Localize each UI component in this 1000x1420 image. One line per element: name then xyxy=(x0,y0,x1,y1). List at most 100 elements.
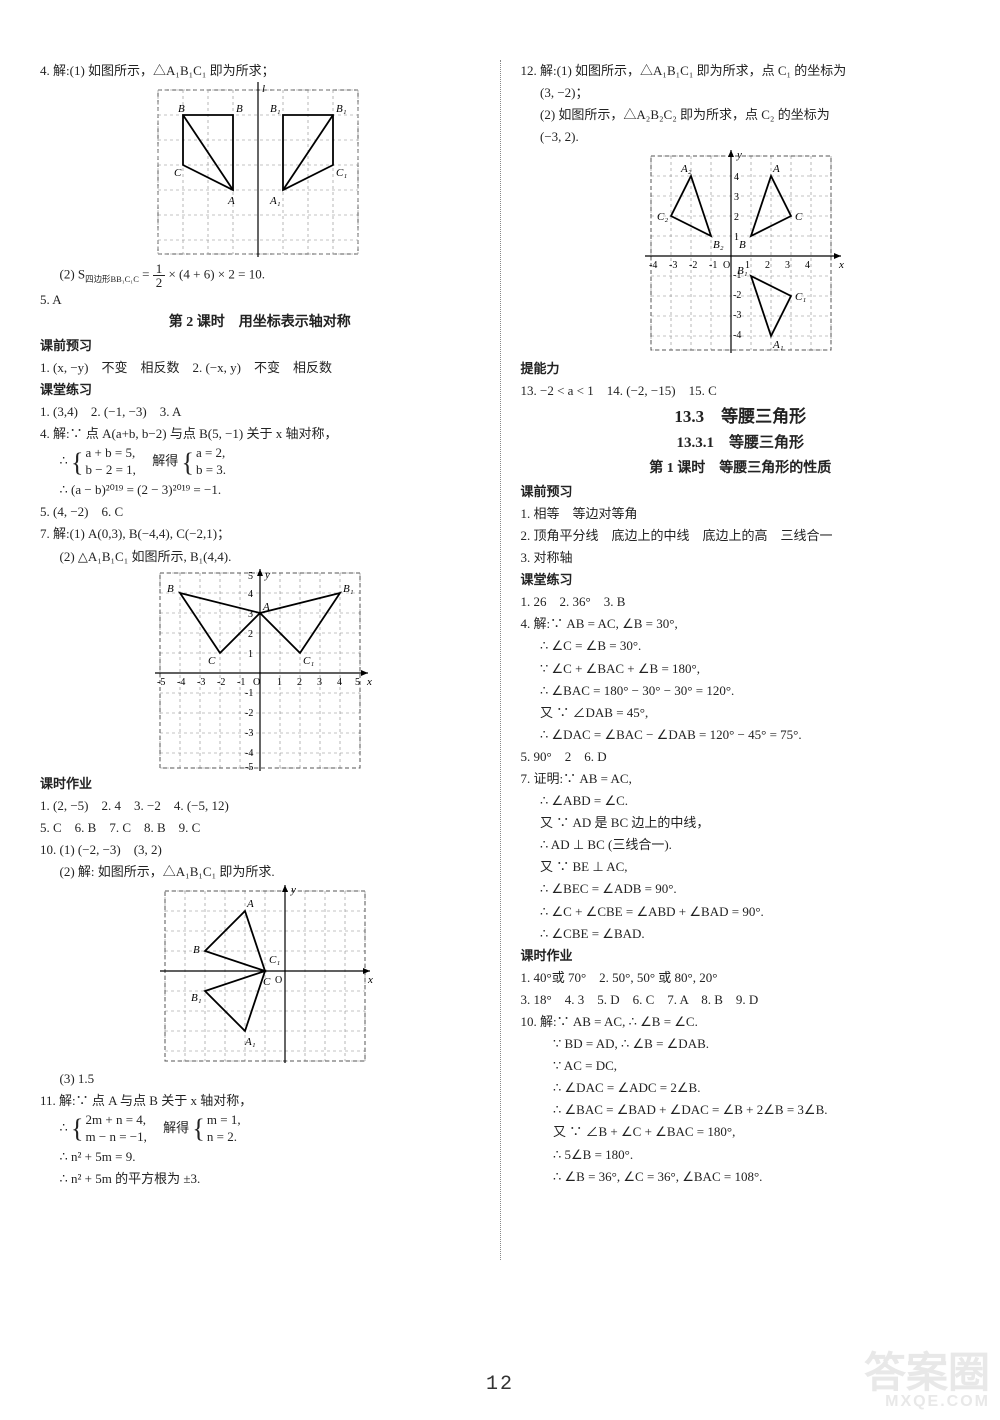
hw-r10a: 10. 解:∵ AB = AC, ∴ ∠B = ∠C. xyxy=(521,1011,961,1033)
svg-text:3: 3 xyxy=(785,260,790,271)
hw-r10e: ∴ ∠BAC = ∠BAD + ∠DAC = ∠B + 2∠B = 3∠B. xyxy=(521,1099,961,1121)
coord-grid-icon: xy -4-3-2-1 O 1234 1234 -1-2-3-4 A₂B₂C₂ … xyxy=(633,148,848,358)
hw-r1: 1. 40°或 70° 2. 50°, 50° 或 80°, 20° xyxy=(521,967,961,989)
q12-1: 12. 解:(1) 如图所示，△A₁B₁C₁ 即为所求，点 C₁ 的坐标为 xyxy=(521,60,961,82)
svg-text:4: 4 xyxy=(734,172,739,183)
skill-answers: 13. −2 < a < 1 14. (−2, −15) 15. C xyxy=(521,380,961,402)
svg-text:B₁: B₁ xyxy=(737,265,748,277)
hw-r10h: ∴ ∠B = 36°, ∠C = 36°, ∠BAC = 108°. xyxy=(521,1166,961,1188)
svg-text:B: B xyxy=(193,944,200,956)
inclass-7b: (2) △A₁B₁C₁ 如图所示, B₁(4,4). xyxy=(40,546,480,568)
inclass-r4a: 4. 解:∵ AB = AC, ∠B = 30°, xyxy=(521,613,961,635)
right-column: 12. 解:(1) 如图所示，△A₁B₁C₁ 即为所求，点 C₁ 的坐标为 (3… xyxy=(521,60,961,1260)
q4-2: (2) S四边形BB₁C₁C = 12 × (4 + 6) × 2 = 10. xyxy=(40,262,480,289)
svg-text:5: 5 xyxy=(248,571,253,582)
inclass-r7b: ∴ ∠ABD = ∠C. xyxy=(521,790,961,812)
inclass-7a: 7. 解:(1) A(0,3), B(−4,4), C(−2,1)； xyxy=(40,523,480,545)
figure-4: xy -4-3-2-1 O 1234 1234 -1-2-3-4 A₂B₂C₂ … xyxy=(521,148,961,358)
svg-text:5: 5 xyxy=(355,677,360,688)
svg-text:y: y xyxy=(264,569,270,581)
coord-grid-icon: xy O ABC A₁B₁C₁ xyxy=(145,883,375,1068)
preclass-r3: 3. 对称轴 xyxy=(521,547,961,569)
svg-text:C: C xyxy=(174,167,182,179)
svg-text:C₁: C₁ xyxy=(269,954,280,966)
section-13-3-1-title: 13.3.1 等腰三角形 xyxy=(521,431,961,457)
svg-text:O: O xyxy=(723,260,730,271)
svg-text:B: B xyxy=(167,583,174,595)
grid-figure-icon: l BB CA B₁B₁ C₁A₁ xyxy=(150,82,370,262)
column-divider xyxy=(500,60,501,1260)
figure-3: xy O ABC A₁B₁C₁ xyxy=(40,883,480,1068)
svg-text:x: x xyxy=(366,676,372,688)
inclass-r7d: ∴ AD ⊥ BC (三线合一). xyxy=(521,834,961,856)
hw-r2: 3. 18° 4. 3 5. D 6. C 7. A 8. B 9. D xyxy=(521,989,961,1011)
skill-heading: 提能力 xyxy=(521,358,961,380)
hw-1: 1. (2, −5) 2. 4 3. −2 4. (−5, 12) xyxy=(40,795,480,817)
svg-text:-3: -3 xyxy=(197,677,205,688)
q4-text: 4. 解:(1) 如图所示，△A₁B₁C₁ 即为所求； xyxy=(40,60,480,82)
svg-text:1: 1 xyxy=(248,649,253,660)
q12-2: (2) 如图所示，△A₂B₂C₂ 即为所求，点 C₂ 的坐标为 xyxy=(521,104,961,126)
svg-text:A: A xyxy=(246,898,254,910)
svg-text:B: B xyxy=(739,239,746,251)
inclass-r4b: ∴ ∠C = ∠B = 30°. xyxy=(521,635,961,657)
svg-text:2: 2 xyxy=(765,260,770,271)
svg-text:C: C xyxy=(795,211,803,223)
svg-text:-3: -3 xyxy=(669,260,677,271)
svg-text:-2: -2 xyxy=(689,260,697,271)
svg-text:B₁: B₁ xyxy=(191,992,202,1004)
svg-text:B₂: B₂ xyxy=(713,239,724,251)
svg-text:-3: -3 xyxy=(245,728,253,739)
svg-text:1: 1 xyxy=(277,677,282,688)
inclass-r7f: ∴ ∠BEC = ∠ADB = 90°. xyxy=(521,878,961,900)
left-column: 4. 解:(1) 如图所示，△A₁B₁C₁ 即为所求； l B B xyxy=(40,60,480,1260)
svg-text:-2: -2 xyxy=(245,708,253,719)
inclass-4c: ∴ (a − b)²⁰¹⁹ = (2 − 3)²⁰¹⁹ = −1. xyxy=(40,479,480,501)
svg-text:3: 3 xyxy=(317,677,322,688)
hw-r10d: ∴ ∠DAC = ∠ADC = 2∠B. xyxy=(521,1077,961,1099)
q12-1b: (3, −2)； xyxy=(521,82,961,104)
hw-11b: ∴ {2m + n = 4,m − n = −1, 解得 {m = 1,n = … xyxy=(40,1112,480,1146)
inclass-5: 5. (4, −2) 6. C xyxy=(40,501,480,523)
svg-text:2: 2 xyxy=(297,677,302,688)
svg-text:x: x xyxy=(367,974,373,986)
svg-text:2: 2 xyxy=(734,212,739,223)
svg-text:l: l xyxy=(262,83,265,95)
svg-text:A₂: A₂ xyxy=(680,163,692,175)
figure-2: xy -5-4-3-2-1 O 12345 12345 -1-2-3-4-5 B… xyxy=(40,568,480,773)
inclass-4a: 4. 解:∵ 点 A(a+b, b−2) 与点 B(5, −1) 关于 x 轴对… xyxy=(40,423,480,445)
coord-grid-icon: xy -5-4-3-2-1 O 12345 12345 -1-2-3-4-5 B… xyxy=(145,568,375,773)
svg-text:A: A xyxy=(227,195,235,207)
inclass-r1: 1. 26 2. 36° 3. B xyxy=(521,591,961,613)
svg-text:4: 4 xyxy=(337,677,342,688)
hw-r10f: 又 ∵ ∠B + ∠C + ∠BAC = 180°, xyxy=(521,1121,961,1143)
svg-text:C₁: C₁ xyxy=(303,655,314,667)
svg-text:C₁: C₁ xyxy=(795,291,806,303)
svg-text:-4: -4 xyxy=(649,260,657,271)
svg-text:C₂: C₂ xyxy=(657,211,668,223)
homework-heading: 课时作业 xyxy=(40,773,480,795)
inclass-heading: 课堂练习 xyxy=(40,379,480,401)
svg-text:B₁: B₁ xyxy=(343,583,354,595)
page-number: 12 xyxy=(0,1373,1000,1396)
svg-text:B: B xyxy=(236,103,243,115)
inclass-4b: ∴ {a + b = 5,b − 2 = 1, 解得 {a = 2,b = 3. xyxy=(40,445,480,479)
lesson-1-title: 第 1 课时 等腰三角形的性质 xyxy=(521,457,961,481)
svg-text:-4: -4 xyxy=(733,330,741,341)
figure-1: l BB CA B₁B₁ C₁A₁ xyxy=(40,82,480,262)
svg-text:-1: -1 xyxy=(237,677,245,688)
hw-10c: (3) 1.5 xyxy=(40,1068,480,1090)
svg-text:-2: -2 xyxy=(217,677,225,688)
svg-text:C: C xyxy=(208,655,216,667)
svg-text:A₁: A₁ xyxy=(772,339,784,351)
inclass-r4c: ∵ ∠C + ∠BAC + ∠B = 180°, xyxy=(521,658,961,680)
hw-10a: 10. (1) (−2, −3) (3, 2) xyxy=(40,839,480,861)
inclass-r4e: 又 ∵ ∠DAB = 45°, xyxy=(521,702,961,724)
hw-r10g: ∴ 5∠B = 180°. xyxy=(521,1144,961,1166)
svg-text:4: 4 xyxy=(805,260,810,271)
inclass-r5: 5. 90° 2 6. D xyxy=(521,746,961,768)
svg-text:y: y xyxy=(736,149,742,161)
inclass-r7c: 又 ∵ AD 是 BC 边上的中线， xyxy=(521,812,961,834)
svg-text:x: x xyxy=(838,259,844,271)
preclass-heading-r: 课前预习 xyxy=(521,481,961,503)
